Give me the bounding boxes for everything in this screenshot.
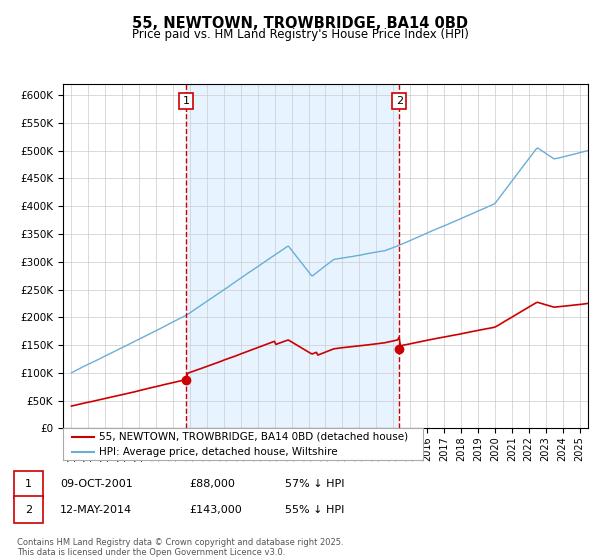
Text: 1: 1 [182,96,190,106]
Text: 2: 2 [25,505,32,515]
Text: £143,000: £143,000 [189,505,242,515]
Text: 55, NEWTOWN, TROWBRIDGE, BA14 0BD: 55, NEWTOWN, TROWBRIDGE, BA14 0BD [132,16,468,31]
Text: HPI: Average price, detached house, Wiltshire: HPI: Average price, detached house, Wilt… [99,446,338,456]
Text: 2: 2 [396,96,403,106]
Bar [186,84,400,428]
Text: 57% ↓ HPI: 57% ↓ HPI [285,479,344,489]
Text: Price paid vs. HM Land Registry's House Price Index (HPI): Price paid vs. HM Land Registry's House … [131,28,469,41]
Text: 09-OCT-2001: 09-OCT-2001 [60,479,133,489]
Text: 55, NEWTOWN, TROWBRIDGE, BA14 0BD (detached house): 55, NEWTOWN, TROWBRIDGE, BA14 0BD (detac… [99,432,408,442]
Text: Contains HM Land Registry data © Crown copyright and database right 2025.
This d: Contains HM Land Registry data © Crown c… [17,538,343,557]
Text: 55% ↓ HPI: 55% ↓ HPI [285,505,344,515]
Text: £88,000: £88,000 [189,479,235,489]
Text: 12-MAY-2014: 12-MAY-2014 [60,505,132,515]
Text: 1: 1 [25,479,32,489]
